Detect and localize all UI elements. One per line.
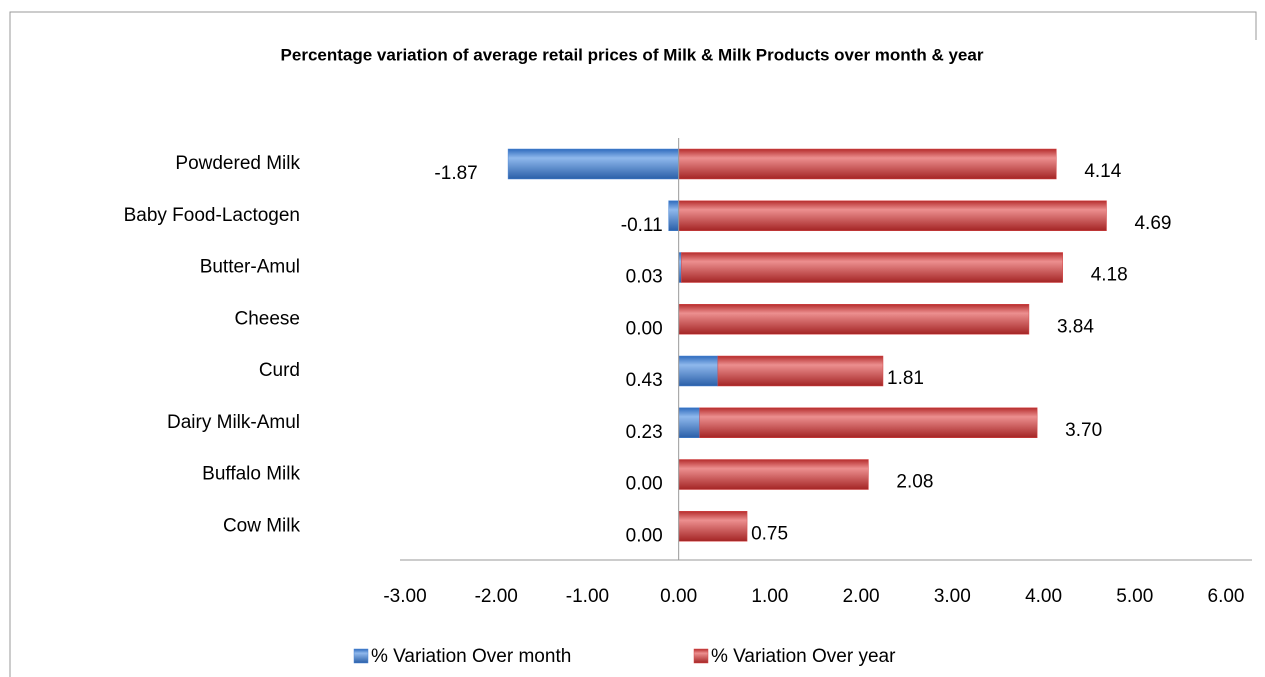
bar (678, 304, 1030, 335)
legend-label: % Variation Over year (711, 646, 896, 667)
y-tick-label: Baby Food-Lactogen (124, 205, 300, 226)
bar (507, 148, 679, 180)
x-tick-label: 3.00 (934, 586, 971, 607)
y-tick-label: Buffalo Milk (202, 464, 300, 485)
bar (681, 252, 1063, 283)
y-tick-label: Curd (259, 360, 300, 381)
bar (678, 200, 1107, 231)
data-label: -1.87 (434, 163, 477, 184)
x-tick-label: -3.00 (383, 586, 426, 607)
data-label: 0.00 (626, 474, 663, 495)
x-tick-label: 6.00 (1208, 586, 1245, 607)
y-tick-label: Dairy Milk-Amul (167, 412, 300, 433)
x-tick-label: 1.00 (751, 586, 788, 607)
bar (668, 200, 679, 231)
data-label: 4.69 (1134, 213, 1171, 234)
x-tick-label: -2.00 (475, 586, 518, 607)
bar (678, 459, 869, 490)
y-tick-label: Powdered Milk (175, 153, 300, 174)
data-label: 0.43 (626, 370, 663, 391)
data-label: 0.23 (626, 422, 663, 443)
bar (678, 407, 700, 438)
x-tick-label: 2.00 (843, 586, 880, 607)
data-label: 1.81 (887, 368, 924, 389)
data-label: 0.03 (626, 267, 663, 288)
x-tick-label: 5.00 (1116, 586, 1153, 607)
data-label: 4.14 (1084, 161, 1121, 182)
data-label: -0.11 (621, 215, 663, 236)
legend-swatch (693, 648, 709, 664)
x-tick-label: -1.00 (566, 586, 609, 607)
legend-swatch (353, 648, 369, 664)
legend-label: % Variation Over month (371, 646, 571, 667)
chart-border (9, 11, 1257, 677)
data-label: 0.75 (751, 523, 788, 544)
x-tick-label: 0.00 (660, 586, 697, 607)
y-tick-label: Butter-Amul (200, 257, 300, 278)
data-label: 3.84 (1057, 316, 1094, 337)
y-tick-label: Cow Milk (223, 515, 301, 536)
data-label: 4.18 (1091, 265, 1128, 286)
data-label: 0.00 (626, 318, 663, 339)
bar (678, 511, 748, 542)
chart-title: Percentage variation of average retail p… (281, 45, 984, 64)
y-tick-label: Cheese (235, 308, 301, 329)
bar (699, 407, 1038, 438)
x-tick-label: 4.00 (1025, 586, 1062, 607)
bar (678, 355, 719, 387)
data-label: 3.70 (1065, 420, 1102, 441)
data-label: 2.08 (896, 472, 933, 493)
bar (717, 355, 884, 387)
data-label: 0.00 (626, 525, 663, 546)
bar (678, 148, 1057, 180)
